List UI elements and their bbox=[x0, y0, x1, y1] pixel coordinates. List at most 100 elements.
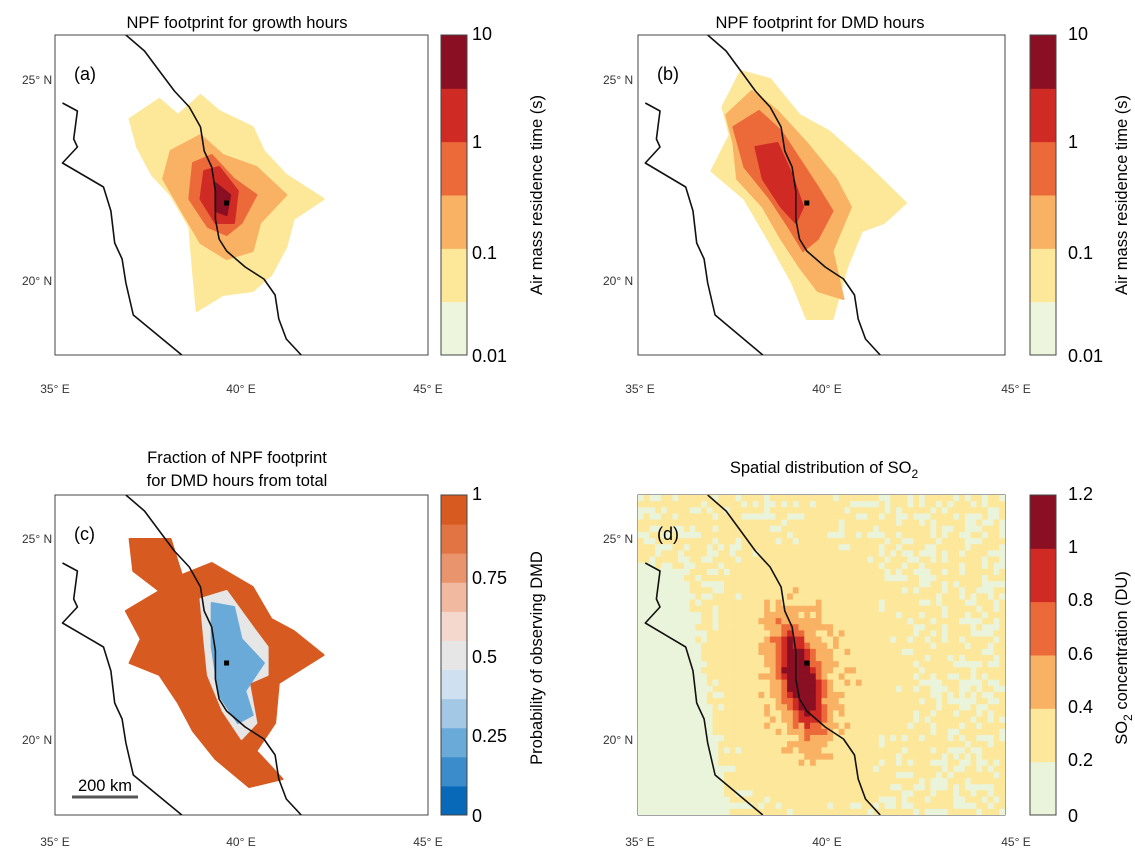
colorbar-tick-label: 0.25 bbox=[472, 726, 507, 746]
so2-cell bbox=[941, 753, 949, 761]
so2-cell bbox=[655, 778, 662, 785]
so2-cell bbox=[924, 667, 931, 674]
so2-cell bbox=[649, 618, 656, 625]
so2-cell bbox=[741, 593, 748, 601]
so2-cell bbox=[913, 581, 920, 588]
so2-cell bbox=[729, 618, 736, 625]
so2-cell bbox=[901, 753, 908, 761]
so2-cell bbox=[901, 630, 908, 637]
so2-cell bbox=[838, 568, 845, 576]
so2-cell bbox=[746, 667, 754, 674]
so2-cell bbox=[890, 513, 897, 521]
so2-cell bbox=[873, 710, 880, 717]
so2-cell bbox=[666, 802, 673, 810]
so2-cell bbox=[804, 544, 811, 551]
so2-cell bbox=[850, 655, 857, 662]
so2-cell bbox=[941, 501, 949, 508]
so2-cell bbox=[838, 747, 845, 754]
so2-cell bbox=[947, 679, 954, 687]
so2-cell bbox=[924, 722, 931, 730]
so2-cell bbox=[798, 550, 805, 557]
so2-cell bbox=[878, 741, 885, 748]
so2-cell bbox=[873, 562, 880, 570]
so2-cell bbox=[672, 802, 679, 810]
so2-cell bbox=[787, 673, 794, 681]
so2-cell bbox=[775, 618, 782, 625]
so2-cell bbox=[855, 544, 863, 551]
so2-cell bbox=[873, 704, 880, 711]
so2-cell bbox=[787, 550, 794, 557]
so2-cell bbox=[959, 759, 966, 767]
so2-cell bbox=[769, 513, 777, 521]
so2-cell bbox=[746, 587, 754, 594]
so2-cell bbox=[781, 741, 788, 748]
so2-cell bbox=[861, 655, 868, 662]
so2-cell bbox=[907, 784, 914, 791]
so2-cell bbox=[890, 802, 897, 810]
so2-cell bbox=[918, 661, 926, 668]
so2-cell bbox=[924, 593, 931, 601]
so2-cell bbox=[683, 685, 691, 693]
so2-cell bbox=[706, 784, 713, 791]
so2-cell bbox=[855, 581, 863, 588]
so2-cell bbox=[718, 753, 725, 761]
so2-cell bbox=[844, 722, 851, 730]
so2-cell bbox=[746, 568, 754, 576]
so2-cell bbox=[884, 673, 891, 681]
so2-cell bbox=[746, 544, 754, 551]
so2-cell bbox=[638, 538, 645, 545]
so2-cell bbox=[729, 495, 736, 502]
so2-cell bbox=[678, 808, 685, 815]
coastline-path bbox=[125, 35, 302, 355]
so2-cell bbox=[930, 673, 937, 681]
so2-cell bbox=[953, 704, 960, 711]
so2-cell bbox=[907, 691, 914, 699]
so2-cell bbox=[953, 495, 960, 502]
so2-cell bbox=[764, 630, 771, 637]
so2-cell bbox=[878, 556, 885, 564]
so2-cell bbox=[941, 581, 949, 588]
colorbar-tick-label: 0.6 bbox=[1068, 644, 1093, 664]
so2-cell bbox=[729, 784, 736, 791]
so2-cell bbox=[643, 538, 650, 545]
so2-cell bbox=[850, 747, 857, 754]
so2-cell bbox=[638, 679, 645, 687]
so2-cell bbox=[964, 747, 971, 754]
so2-cell bbox=[666, 611, 673, 619]
so2-cell bbox=[838, 531, 845, 539]
y-tick-label: 25° N bbox=[603, 73, 633, 87]
so2-cell bbox=[769, 661, 777, 668]
so2-cell bbox=[855, 624, 863, 631]
so2-cell bbox=[913, 562, 920, 570]
so2-cell bbox=[758, 710, 765, 717]
so2-cell bbox=[993, 716, 1000, 724]
so2-cell bbox=[987, 618, 994, 625]
so2-cell bbox=[970, 642, 977, 650]
so2-cell bbox=[878, 802, 885, 810]
so2-cell bbox=[775, 771, 782, 779]
so2-cell bbox=[729, 581, 736, 588]
so2-cell bbox=[844, 538, 851, 545]
so2-cell bbox=[936, 655, 943, 662]
so2-cell bbox=[982, 531, 989, 539]
so2-cell bbox=[838, 544, 845, 551]
so2-cell bbox=[918, 568, 926, 576]
so2-cell bbox=[724, 636, 731, 644]
so2-cell bbox=[649, 655, 656, 662]
so2-cell bbox=[660, 716, 668, 724]
so2-cell bbox=[913, 796, 920, 804]
colorbar-swatch bbox=[1030, 655, 1056, 709]
so2-cell bbox=[678, 790, 685, 797]
so2-cell bbox=[941, 735, 949, 742]
so2-cell bbox=[706, 642, 713, 650]
so2-cell bbox=[810, 495, 817, 502]
so2-cell bbox=[792, 519, 799, 527]
so2-cell bbox=[924, 630, 931, 637]
so2-cell bbox=[666, 636, 673, 644]
so2-cell bbox=[838, 495, 845, 502]
so2-cell bbox=[666, 519, 673, 527]
so2-cell bbox=[712, 519, 719, 527]
so2-cell bbox=[896, 685, 903, 693]
so2-cell bbox=[764, 704, 771, 711]
so2-cell bbox=[982, 562, 989, 570]
